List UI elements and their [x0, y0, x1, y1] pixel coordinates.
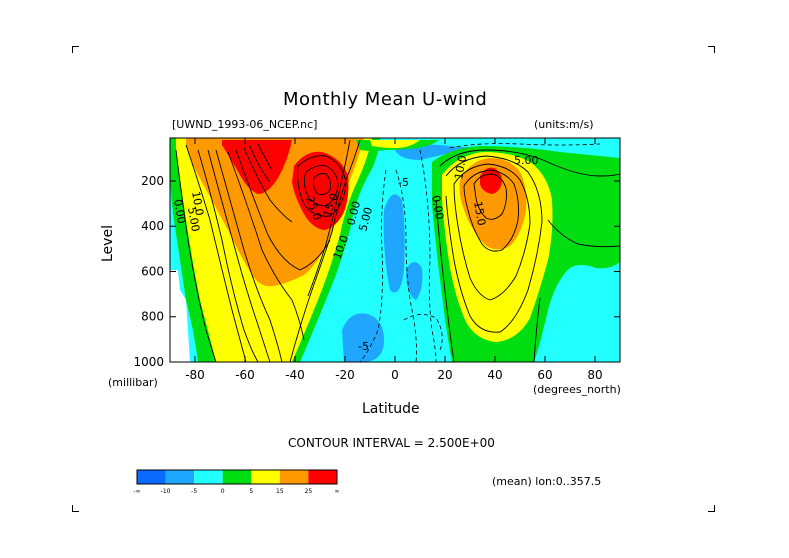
contour-label: 5.00 [185, 206, 202, 232]
crop-mark-top-left [72, 46, 79, 53]
colorbar-label: -5 [191, 488, 198, 495]
colorbar-label: -10 [160, 488, 171, 495]
contour-label: 0.00 [171, 198, 188, 224]
crop-mark-bottom-right [708, 505, 715, 512]
field-blue-1 [342, 313, 384, 362]
units-label: (units:m/s) [534, 118, 594, 131]
colorbar-label: -∞ [133, 488, 141, 495]
field-blue-3 [406, 261, 423, 300]
contour-label: 0.00 [344, 200, 363, 227]
colorbar-label: 0 [220, 488, 225, 495]
colorbar-swatch [279, 470, 309, 484]
contour-lines [175, 139, 620, 362]
footer-mean-text: (mean) lon:0..357.5 [492, 475, 602, 488]
colorbar [136, 469, 338, 485]
axis-ticks [170, 138, 620, 363]
contour-label: 5.00 [514, 154, 539, 167]
contour-label: 15.0 [471, 200, 488, 226]
colorbar-label: 5 [249, 488, 254, 495]
tick-labels: -80 -60 -40 -20 0 20 40 60 80 200 400 600 800 1000 [133, 174, 602, 382]
chart-title: Monthly Mean U-wind [283, 89, 488, 110]
x-tick-label: 60 [537, 368, 552, 382]
x-tick-label: -20 [335, 368, 355, 382]
contour-label: 5.00 [356, 206, 375, 233]
colorbar-frame [136, 469, 338, 485]
contour-interval-text: CONTOUR INTERVAL = 2.500E+00 [288, 436, 495, 450]
negative-contour-lines [359, 143, 601, 362]
contour-label: 10.0 [189, 190, 206, 216]
x-axis-title: Latitude [362, 401, 420, 417]
field-white [170, 270, 190, 362]
x-tick-label: 80 [587, 368, 602, 382]
field-red-north [480, 167, 502, 194]
colorbar-swatch [222, 470, 252, 484]
colorbar-swatch [165, 470, 195, 484]
contour-label: 0.00 [429, 194, 446, 220]
contour-label: 10.0 [452, 154, 469, 180]
x-tick-label: -80 [185, 368, 205, 382]
x-tick-label: 40 [487, 368, 502, 382]
plot-fields [170, 138, 620, 362]
dataset-label: [UWND_1993-06_NCEP.nc] [172, 118, 318, 131]
contour-label: -5 [358, 340, 369, 353]
y-tick-label: 600 [141, 264, 164, 278]
colorbar-swatch [194, 470, 223, 484]
crop-mark-bottom-left [72, 505, 79, 512]
x-tick-label: -60 [235, 368, 255, 382]
x-tick-label: 20 [437, 368, 452, 382]
x-tick-label: 0 [391, 368, 399, 382]
colorbar-label: ∞ [334, 488, 340, 495]
y-tick-label: 800 [141, 310, 164, 324]
contour-label: -5 [398, 176, 409, 189]
y-unit-label: (millibar) [108, 376, 158, 389]
y-axis-title: Level [100, 225, 116, 262]
field-blue-4 [395, 144, 480, 160]
y-tick-label: 400 [141, 219, 164, 233]
field-blue-2 [383, 194, 405, 293]
field-red-south [222, 140, 292, 194]
crop-mark-top-right [708, 46, 715, 53]
colorbar-label: 25 [304, 488, 313, 495]
colorbar-swatch [137, 470, 166, 484]
y-tick-label: 1000 [133, 355, 164, 369]
y-tick-label: 200 [141, 174, 164, 188]
x-unit-label: (degrees_north) [533, 383, 621, 396]
colorbar-label: 15 [276, 488, 284, 495]
colorbar-swatch [251, 470, 280, 484]
x-tick-label: -40 [285, 368, 305, 382]
colorbar-swatch [308, 470, 337, 484]
